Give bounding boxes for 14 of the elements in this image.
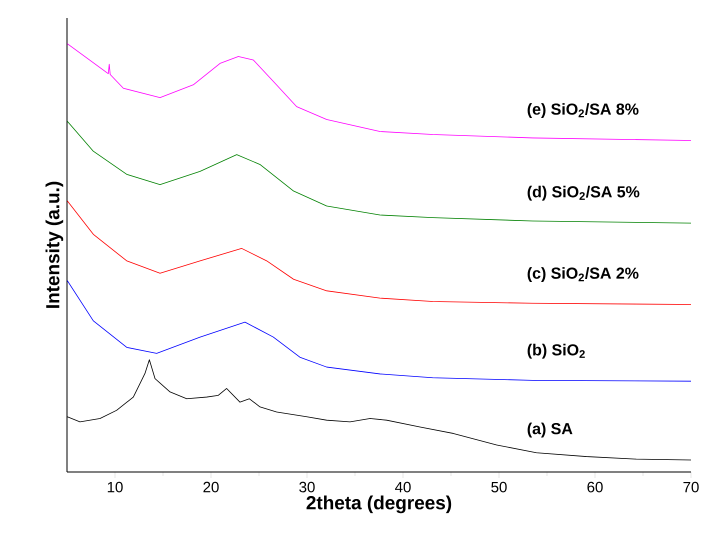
series-label: (a) SA: [528, 422, 572, 438]
x-tick-label: 30: [299, 482, 315, 492]
series-label: (b) SiO$_{2}$: [528, 344, 585, 359]
series-label: (d) SiO$_{2}$/SA 5%: [528, 186, 640, 201]
y-axis-title: Intensity (a.u.): [46, 182, 64, 308]
x-tick-label: 40: [395, 482, 411, 492]
x-tick-label: 70: [683, 482, 699, 492]
series-label: (c) SiO$_{2}$/SA 2%: [528, 267, 638, 282]
x-tick-label: 50: [491, 482, 507, 492]
x-tick-label: 20: [203, 482, 219, 492]
x-tick-label: 10: [108, 482, 123, 492]
x-tick-label: 60: [587, 482, 603, 492]
x-axis-title: 2theta (degrees): [306, 496, 452, 514]
series-label: (e) SiO$_{2}$/SA 8%: [528, 103, 638, 118]
